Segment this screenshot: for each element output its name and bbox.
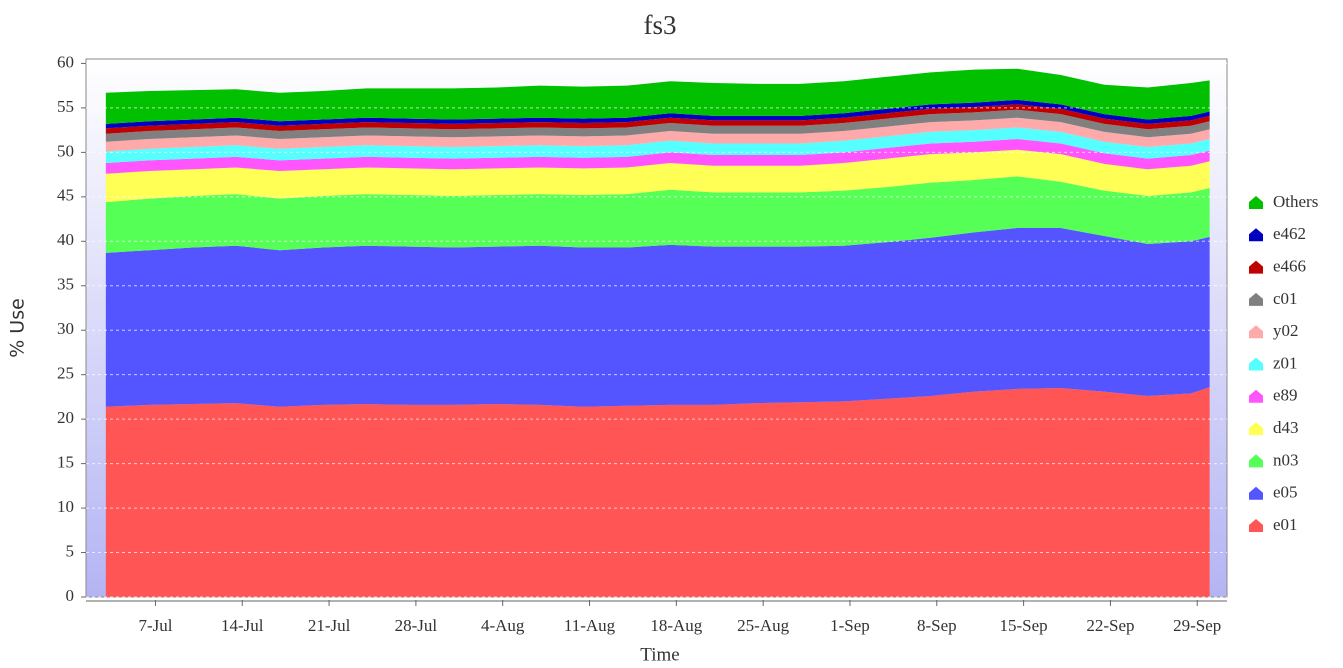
area bbox=[105, 104, 1210, 134]
x-tick-label: 14-Jul bbox=[221, 616, 264, 635]
legend-marker bbox=[1249, 196, 1263, 209]
legend-marker bbox=[1249, 357, 1263, 371]
area bbox=[105, 227, 1210, 407]
area bbox=[105, 99, 1210, 129]
y-tick-label: 15 bbox=[57, 453, 74, 472]
legend-label: e01 bbox=[1273, 515, 1298, 534]
x-tick-label: 4-Aug bbox=[481, 616, 525, 635]
legend-marker bbox=[1249, 228, 1263, 242]
legend-label: Others bbox=[1273, 192, 1318, 211]
legend-label: d43 bbox=[1273, 418, 1299, 437]
y-tick-label: 60 bbox=[57, 52, 74, 71]
legend-label: e05 bbox=[1273, 483, 1298, 502]
y-tick-label: 25 bbox=[57, 364, 74, 383]
area bbox=[105, 117, 1210, 152]
area bbox=[105, 139, 1210, 174]
legend-label: e89 bbox=[1273, 386, 1298, 405]
y-tick-label: 10 bbox=[57, 497, 74, 516]
x-tick-label: 28-Jul bbox=[395, 616, 438, 635]
x-tick-label: 25-Aug bbox=[737, 616, 789, 635]
x-tick-label: 22-Sep bbox=[1086, 616, 1134, 635]
area bbox=[105, 127, 1210, 164]
x-tick-label: 15-Sep bbox=[1000, 616, 1048, 635]
y-tick-label: 5 bbox=[66, 541, 75, 560]
x-tick-label: 21-Jul bbox=[308, 616, 351, 635]
y-tick-label: 30 bbox=[57, 319, 74, 338]
y-axis-label: % Use bbox=[7, 298, 29, 358]
x-tick-label: 11-Aug bbox=[564, 616, 616, 635]
area bbox=[105, 109, 1210, 142]
y-tick-label: 55 bbox=[57, 97, 74, 116]
area bbox=[105, 149, 1210, 203]
y-tick-label: 35 bbox=[57, 275, 74, 294]
legend-marker bbox=[1249, 260, 1263, 274]
legend-marker bbox=[1249, 389, 1263, 403]
x-tick-label: 29-Sep bbox=[1173, 616, 1221, 635]
legend-marker bbox=[1249, 486, 1263, 500]
chart-title: fs3 bbox=[644, 10, 677, 40]
y-tick-label: 50 bbox=[57, 141, 74, 160]
legend-label: e466 bbox=[1273, 257, 1306, 276]
area bbox=[105, 387, 1210, 597]
x-tick-label: 1-Sep bbox=[830, 616, 870, 635]
x-tick-label: 7-Jul bbox=[138, 616, 172, 635]
y-tick-label: 0 bbox=[66, 586, 75, 605]
x-axis-label: Time bbox=[640, 644, 679, 665]
legend-label: n03 bbox=[1273, 450, 1299, 469]
legend-label: z01 bbox=[1273, 353, 1298, 372]
legend-marker bbox=[1249, 325, 1263, 339]
legend-marker bbox=[1249, 519, 1263, 532]
legend-label: c01 bbox=[1273, 289, 1298, 308]
legend-label: e462 bbox=[1273, 224, 1306, 243]
x-tick-label: 8-Sep bbox=[917, 616, 957, 635]
legend-marker bbox=[1249, 422, 1263, 436]
x-tick-label: 18-Aug bbox=[650, 616, 702, 635]
legend-marker bbox=[1249, 292, 1263, 306]
y-tick-label: 45 bbox=[57, 186, 74, 205]
legend-label: y02 bbox=[1273, 321, 1299, 340]
y-tick-label: 40 bbox=[57, 230, 74, 249]
area bbox=[105, 176, 1210, 253]
area bbox=[105, 68, 1210, 124]
y-tick-label: 20 bbox=[57, 408, 74, 427]
legend-marker bbox=[1249, 454, 1263, 468]
